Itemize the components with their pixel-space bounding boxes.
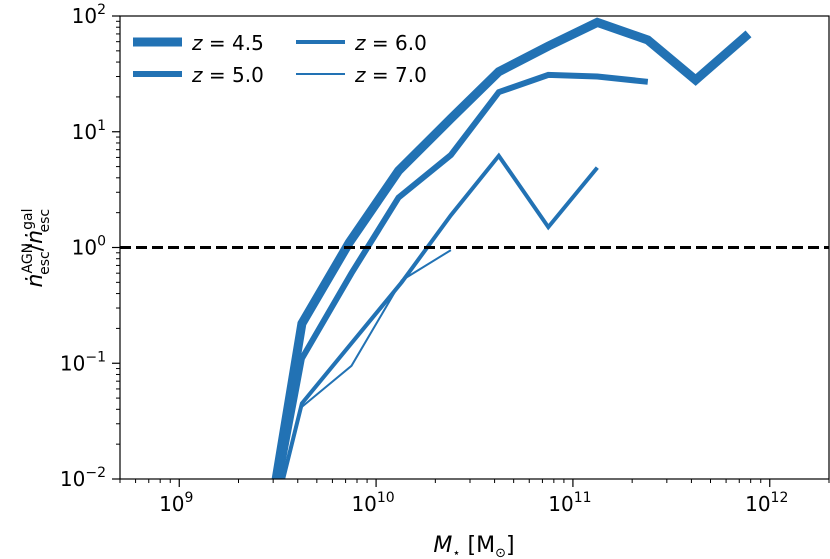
legend: z = 4.5 z = 5.0 z = 6.0 z = 7.0 — [133, 31, 427, 87]
series-layer — [271, 17, 752, 479]
series-line-z60 — [281, 152, 599, 479]
x-axis-label: M⋆ [M⊙] — [433, 533, 514, 559]
y-axis-label: ṅAGNesc/ṅgalesc — [20, 209, 53, 288]
y-tick-label: 102 — [72, 2, 106, 28]
x-tick-label: 1011 — [548, 490, 591, 516]
y-tick-label: 101 — [72, 118, 106, 144]
legend-label-z60: z = 6.0 — [354, 31, 427, 55]
legend-label-z50: z = 5.0 — [191, 63, 264, 87]
series-line-z50 — [276, 71, 649, 479]
series-line-z45 — [271, 17, 752, 479]
legend-label-z70: z = 7.0 — [354, 63, 427, 87]
y-tick-label: 10−1 — [60, 349, 106, 375]
x-tick-label: 109 — [159, 490, 193, 516]
series-line-z70 — [301, 249, 452, 408]
legend-label-z45: z = 4.5 — [191, 31, 264, 55]
x-axis: 109 1010 1011 1012 — [119, 479, 830, 516]
y-axis: 10−2 10−1 100 101 102 — [60, 2, 120, 491]
x-tick-label: 1012 — [745, 490, 788, 516]
x-tick-label: 1010 — [351, 490, 394, 516]
y-tick-label: 10−2 — [60, 465, 106, 491]
y-tick-label: 100 — [72, 234, 106, 260]
